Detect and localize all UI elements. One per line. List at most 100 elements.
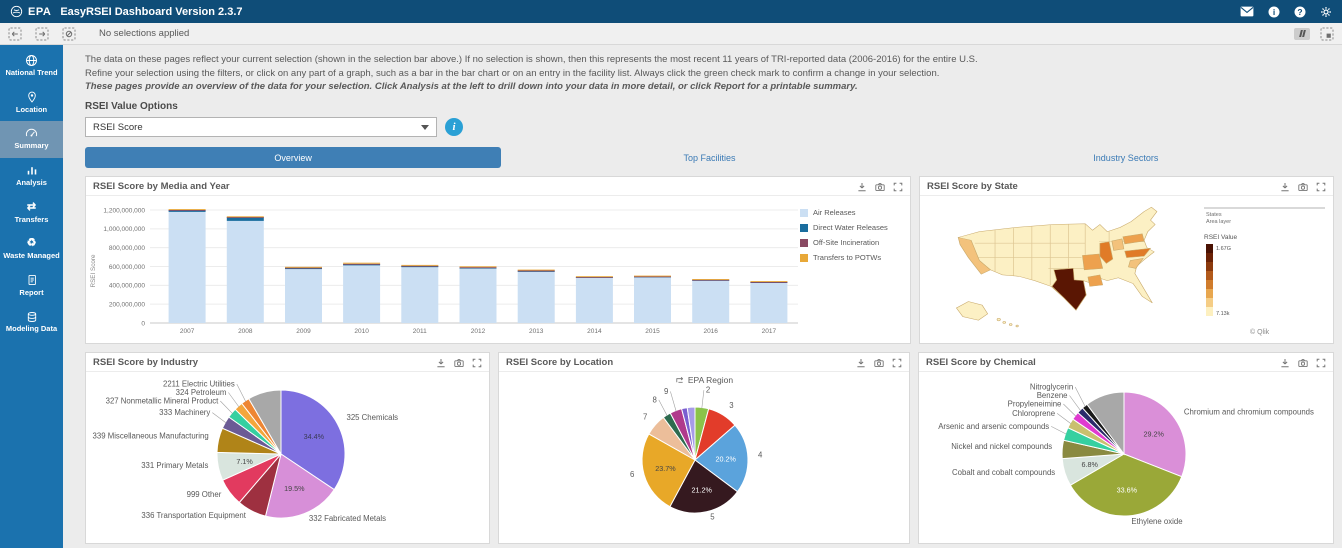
label-leader-line <box>228 393 239 408</box>
pie-slice-label: Chromium and chromium compounds <box>1184 408 1314 417</box>
sidebar-item-modeling-data[interactable]: Modeling Data <box>0 304 63 341</box>
clear-selections-icon[interactable] <box>62 27 76 41</box>
download-icon[interactable] <box>1280 358 1290 368</box>
snapshot-icon[interactable] <box>1298 182 1308 192</box>
bar-segment[interactable] <box>518 272 555 323</box>
legend-item[interactable]: Air Releases <box>800 208 904 217</box>
x-tick-label: 2013 <box>529 328 544 335</box>
fullscreen-icon[interactable] <box>892 358 902 368</box>
download-icon[interactable] <box>857 182 867 192</box>
snapshot-icon[interactable] <box>874 358 884 368</box>
bar-segment[interactable] <box>634 276 671 277</box>
fullscreen-icon[interactable] <box>472 358 482 368</box>
legend-item[interactable]: Direct Water Releases <box>800 223 904 232</box>
bar-segment[interactable] <box>692 279 729 280</box>
download-icon[interactable] <box>1280 182 1290 192</box>
help-icon[interactable]: ? <box>1294 6 1306 18</box>
bar-segment[interactable] <box>576 278 613 323</box>
legend-item[interactable]: Transfers to POTWs <box>800 253 904 262</box>
state-alaska[interactable] <box>956 302 987 321</box>
bar-segment[interactable] <box>460 269 497 323</box>
bar-segment[interactable] <box>285 269 322 323</box>
state-louisiana[interactable] <box>1088 275 1103 287</box>
bar-segment[interactable] <box>285 267 322 268</box>
settings-gear-icon[interactable] <box>1320 6 1332 18</box>
us-outline[interactable] <box>958 207 1157 310</box>
pie-slice-label: 5 <box>710 513 715 522</box>
sidebar-item-location[interactable]: Location <box>0 85 63 122</box>
tab-overview[interactable]: Overview <box>85 147 501 168</box>
bar-segment[interactable] <box>169 210 206 211</box>
legend-item[interactable]: Off-Site Incineration <box>800 238 904 247</box>
sidebar-item-waste-managed[interactable]: ♻Waste Managed <box>0 231 63 268</box>
selections-toolbar: No selections applied <box>0 23 1342 45</box>
step-forward-selection-icon[interactable] <box>35 27 49 41</box>
map-shapes[interactable] <box>956 207 1157 327</box>
mail-icon[interactable] <box>1240 6 1254 17</box>
chemical-pie-chart[interactable]: 29.2%33.6%6.8%Cobalt and cobalt compound… <box>919 372 1332 540</box>
bar-segment[interactable] <box>750 283 787 323</box>
bar-segment[interactable] <box>518 271 555 272</box>
bar-segment[interactable] <box>343 263 380 264</box>
state-missouri[interactable] <box>1082 254 1102 270</box>
industry-pie-chart[interactable]: 34.4%19.5%7.1%336 Transportation Equipme… <box>86 372 489 540</box>
fullscreen-icon[interactable] <box>1316 358 1326 368</box>
y-tick-label: 400,000,000 <box>109 283 146 290</box>
snapshot-icon[interactable] <box>454 358 464 368</box>
bar-chart-canvas[interactable]: 0200,000,000400,000,000600,000,000800,00… <box>86 196 804 340</box>
sidebar-item-transfers[interactable]: ⇄Transfers <box>0 195 63 232</box>
tab-industry-sectors[interactable]: Industry Sectors <box>918 147 1334 168</box>
bar-segment[interactable] <box>692 280 729 323</box>
sidebar-item-report[interactable]: Report <box>0 268 63 305</box>
location-pie-chart[interactable]: 20.2%21.2%23.7%67892345 <box>499 372 909 540</box>
bar-segment[interactable] <box>750 281 787 282</box>
bar-segment[interactable] <box>227 216 264 217</box>
sidebar-item-analysis[interactable]: Analysis <box>0 158 63 195</box>
map-legend: States Area layer RSEI Value 1.67G <box>1204 208 1325 317</box>
bar-segment[interactable] <box>343 264 380 265</box>
bar-segment[interactable] <box>460 267 497 268</box>
shortcut-badge[interactable] <box>1294 28 1310 40</box>
panel-industry-pie: RSEI Score by Industry 34.4%19.5%7.1%336… <box>85 352 490 544</box>
bar-segment[interactable] <box>401 266 438 267</box>
step-back-selection-icon[interactable] <box>8 27 22 41</box>
y-tick-label: 800,000,000 <box>109 245 146 252</box>
bar-segment[interactable] <box>169 212 206 323</box>
document-icon <box>2 274 61 287</box>
bar-segment[interactable] <box>750 282 787 283</box>
bar-segment[interactable] <box>285 268 322 269</box>
info-icon[interactable]: i <box>1268 6 1280 18</box>
chevron-down-icon <box>421 125 429 130</box>
tab-top-facilities[interactable]: Top Facilities <box>501 147 917 168</box>
bar-segment[interactable] <box>401 267 438 323</box>
bar-segment[interactable] <box>343 265 380 323</box>
selections-tool-icon[interactable] <box>1320 27 1334 41</box>
sidebar-item-national-trend[interactable]: National Trend <box>0 48 63 85</box>
state-hawaii[interactable] <box>997 318 1000 321</box>
sidebar-item-summary[interactable]: Summary <box>0 121 63 158</box>
us-choropleth-map[interactable]: States Area layer RSEI Value 1.67G <box>920 196 1333 340</box>
download-icon[interactable] <box>856 358 866 368</box>
state-hawaii[interactable] <box>1003 321 1006 323</box>
snapshot-icon[interactable] <box>1298 358 1308 368</box>
state-hawaii[interactable] <box>1009 323 1012 325</box>
snapshot-icon[interactable] <box>875 182 885 192</box>
bar-segment[interactable] <box>401 265 438 266</box>
value-options-info-icon[interactable]: i <box>445 118 463 136</box>
bar-segment[interactable] <box>169 209 206 210</box>
bar-segment[interactable] <box>460 266 497 267</box>
fullscreen-icon[interactable] <box>893 182 903 192</box>
dimension-header[interactable]: EPA Region <box>499 375 909 385</box>
y-tick-label: 0 <box>141 320 145 327</box>
bar-segment[interactable] <box>576 276 613 277</box>
rsei-value-dropdown[interactable]: RSEI Score <box>85 117 437 137</box>
bar-segment[interactable] <box>634 277 671 323</box>
bar-segment[interactable] <box>518 270 555 271</box>
dropdown-selected-value: RSEI Score <box>93 122 143 133</box>
fullscreen-icon[interactable] <box>1316 182 1326 192</box>
download-icon[interactable] <box>436 358 446 368</box>
panel-media-and-year: RSEI Score by Media and Year 0200,000,00… <box>85 176 911 344</box>
state-hawaii[interactable] <box>1016 325 1018 327</box>
state-ohio[interactable] <box>1112 239 1124 251</box>
bar-segment[interactable] <box>227 221 264 323</box>
